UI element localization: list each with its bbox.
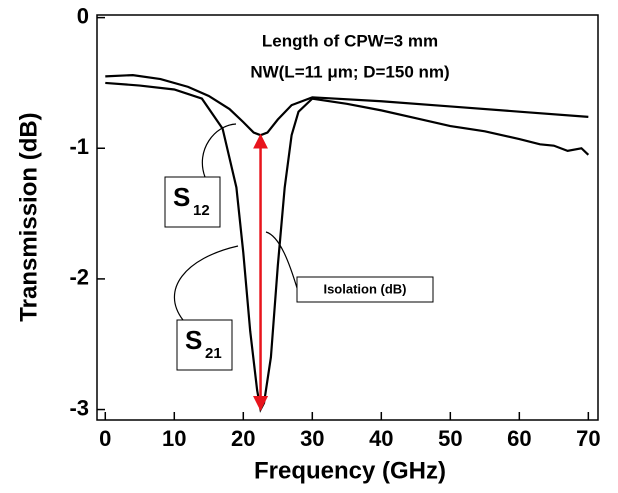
annotation: Length of CPW=3 mm <box>262 31 438 50</box>
x-tick-label: 0 <box>99 426 111 451</box>
x-tick-label: 10 <box>162 426 186 451</box>
x-tick-label: 20 <box>231 426 255 451</box>
x-tick-label: 30 <box>300 426 324 451</box>
y-axis-label: Transmission (dB) <box>15 112 42 321</box>
plot-frame <box>96 14 599 421</box>
annotation-box <box>296 276 434 303</box>
y-tick-label: -3 <box>69 395 89 420</box>
y-tick-label: -1 <box>69 134 89 159</box>
series-line <box>105 81 590 413</box>
series-label: S <box>185 325 202 355</box>
annotation: NW(L=11 μm; D=150 nm) <box>250 62 449 81</box>
series-label-box <box>164 176 221 228</box>
x-tick-label: 70 <box>576 426 600 451</box>
y-tick-label: -2 <box>69 265 89 290</box>
annotation: Isolation (dB) <box>323 281 406 296</box>
series-label-subscript: 21 <box>205 345 222 362</box>
x-tick-label: 50 <box>438 426 462 451</box>
series-line <box>105 73 589 137</box>
series-label-subscript: 12 <box>193 202 210 219</box>
leader-line <box>265 231 298 289</box>
x-axis-label: Frequency (GHz) <box>254 457 446 484</box>
y-tick-label: 0 <box>77 3 89 28</box>
x-tick-label: 60 <box>507 426 531 451</box>
series-label-box <box>176 319 233 371</box>
x-tick-label: 40 <box>369 426 393 451</box>
leader-line <box>201 123 237 178</box>
leader-line <box>173 245 239 321</box>
series-label: S <box>173 182 190 212</box>
